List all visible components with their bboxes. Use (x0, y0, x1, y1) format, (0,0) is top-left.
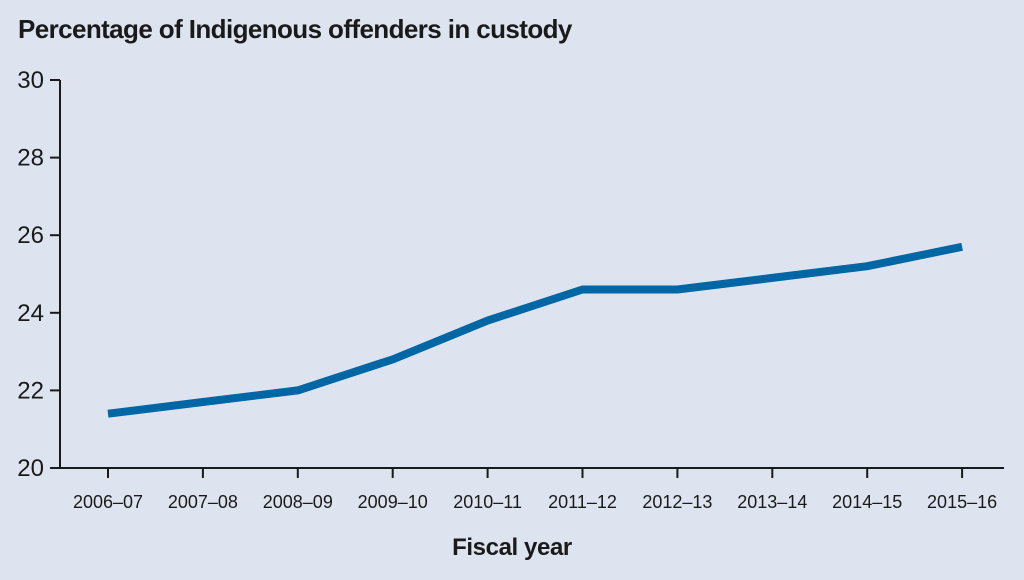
y-tick-label: 22 (17, 377, 44, 404)
x-tick-label: 2007–08 (168, 492, 238, 512)
x-axis-title: Fiscal year (452, 534, 572, 561)
series-line (107, 242, 963, 418)
x-tick-label: 2009–10 (358, 492, 428, 512)
y-tick-label: 26 (17, 222, 44, 249)
x-tick-label: 2011–12 (548, 492, 617, 512)
y-tick-label: 28 (17, 145, 44, 172)
x-tick-label: 2010–11 (453, 492, 522, 512)
y-tick-label: 30 (17, 67, 44, 94)
y-axis-title: Percentage of Indigenous offenders in cu… (18, 14, 572, 44)
y-tick-label: 20 (17, 455, 44, 482)
x-tick-label: 2013–14 (737, 492, 807, 512)
x-tick-label: 2006–07 (73, 492, 143, 512)
x-tick-label: 2012–13 (642, 492, 712, 512)
x-tick-label: 2014–15 (832, 492, 902, 512)
x-tick-label: 2008–09 (263, 492, 333, 512)
x-tick-label: 2015–16 (927, 492, 997, 512)
y-tick-label: 24 (17, 300, 44, 327)
